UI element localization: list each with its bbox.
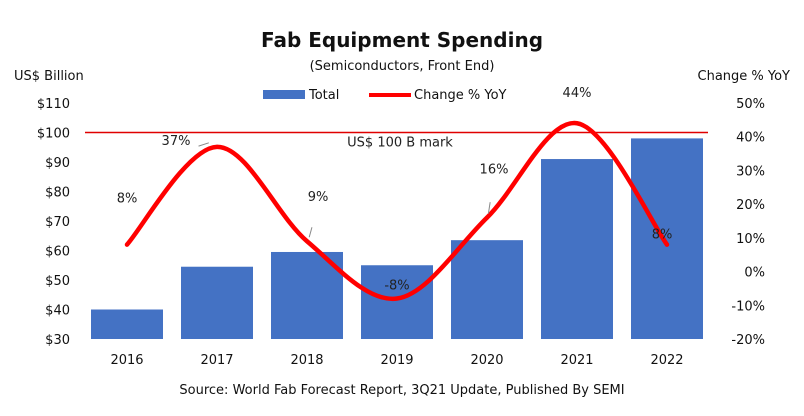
x-tick-label: 2020 (470, 353, 503, 368)
label-leader-2017 (198, 142, 209, 147)
change-label-2017: 37% (162, 134, 191, 149)
bar-2016 (91, 309, 163, 339)
x-axis: 2016 2017 2018 2019 2020 2021 2022 (110, 353, 683, 368)
reference-line-label: US$ 100 B mark (347, 136, 453, 151)
left-tick-label: $80 (45, 186, 70, 201)
left-tick-label: $40 (45, 304, 70, 319)
bar-series (91, 138, 703, 339)
right-tick-label: 50% (736, 97, 765, 112)
right-tick-label: 10% (736, 232, 765, 247)
bar-2022 (631, 138, 703, 339)
left-tick-label: $30 (45, 333, 70, 348)
change-point-2018 (305, 239, 309, 244)
line-series: 8% 37% 9% -8% 16% 44% 8% (117, 86, 673, 301)
bar-2020 (451, 240, 523, 339)
left-tick-label: $50 (45, 274, 70, 289)
x-tick-label: 2018 (290, 353, 323, 368)
change-label-2020: 16% (480, 163, 509, 178)
change-point-2016 (125, 242, 129, 247)
x-tick-label: 2019 (380, 353, 413, 368)
left-tick-label: $100 (37, 127, 70, 142)
change-point-2017 (215, 144, 219, 149)
change-label-2021: 44% (563, 86, 592, 101)
right-tick-label: 30% (736, 164, 765, 179)
change-point-2022 (665, 242, 669, 247)
left-tick-label: $60 (45, 245, 70, 260)
change-point-2020 (485, 215, 489, 220)
right-tick-label: -10% (731, 299, 765, 314)
left-axis-label: US$ Billion (14, 69, 84, 84)
bar-2021 (541, 159, 613, 339)
change-label-2019: -8% (384, 279, 409, 294)
change-label-2022: 8% (652, 228, 673, 243)
label-leader-2018 (308, 227, 313, 238)
legend: Total Change % YoY (263, 88, 507, 103)
x-tick-label: 2022 (650, 353, 683, 368)
change-point-2019 (395, 296, 399, 301)
bar-2019 (361, 265, 433, 339)
source-note: Source: World Fab Forecast Report, 3Q21 … (179, 383, 624, 398)
right-tick-label: -20% (731, 333, 765, 348)
change-label-2018: 9% (308, 190, 329, 205)
right-axis: -20% -10% 0% 10% 20% 30% 40% 50% (731, 97, 765, 348)
left-tick-label: $90 (45, 156, 70, 171)
change-label-2016: 8% (117, 192, 138, 207)
right-tick-label: 0% (744, 266, 765, 281)
x-tick-label: 2016 (110, 353, 143, 368)
change-point-2021 (575, 121, 579, 126)
bar-2017 (181, 266, 253, 339)
right-axis-label: Change % YoY (698, 69, 791, 84)
right-tick-label: 20% (736, 198, 765, 213)
x-tick-label: 2021 (560, 353, 593, 368)
chart-title: Fab Equipment Spending (261, 28, 543, 52)
right-tick-label: 40% (736, 131, 765, 146)
chart-subtitle: (Semiconductors, Front End) (310, 59, 495, 74)
label-leader-2020 (487, 202, 491, 214)
left-tick-label: $70 (45, 215, 70, 230)
x-tick-label: 2017 (200, 353, 233, 368)
left-tick-label: $110 (37, 97, 70, 112)
bar-2018 (271, 251, 343, 339)
reference-line-group: US$ 100 B mark (85, 131, 708, 151)
legend-swatch-total (263, 90, 305, 99)
legend-label-total: Total (308, 88, 339, 103)
legend-label-change: Change % YoY (414, 88, 507, 103)
left-axis: $30 $40 $50 $60 $70 $80 $90 $100 $110 (37, 97, 70, 348)
